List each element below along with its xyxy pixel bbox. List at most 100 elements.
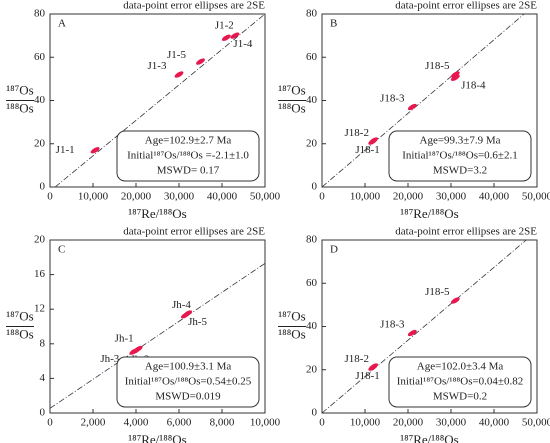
- y-tick-label: 0: [312, 407, 318, 419]
- x-tick-label: 10,000: [250, 417, 281, 429]
- error-ellipse: [230, 32, 240, 39]
- x-tick-label: 40,000: [207, 191, 238, 203]
- isochron-line: [321, 239, 527, 414]
- y-tick-label: 20: [34, 234, 46, 246]
- y-axis-label-numerator: ¹⁸⁷Os: [278, 308, 305, 323]
- isochron-line: [321, 13, 525, 188]
- y-tick-label: 40: [306, 94, 318, 106]
- y-tick-label: 4: [40, 372, 46, 384]
- y-tick-label: 80: [306, 8, 318, 20]
- y-axis-label-denominator: ¹⁸⁸Os: [278, 326, 305, 341]
- point-label: J18-5: [425, 286, 450, 298]
- point-label: Jh-1: [115, 333, 134, 345]
- stats-box: [388, 356, 532, 408]
- x-tick-label: 20,000: [393, 191, 424, 203]
- x-tick-label: 10,000: [78, 191, 109, 203]
- y-axis-label-numerator: ¹⁸⁷Os: [6, 82, 33, 97]
- x-tick-label: 0: [319, 417, 325, 429]
- x-tick-label: 0: [47, 417, 53, 429]
- error-ellipse: [174, 71, 184, 78]
- y-tick-label: 40: [34, 94, 46, 106]
- x-tick-label: 30,000: [436, 417, 467, 429]
- header: data-point error ellipses are 2SE: [395, 226, 537, 238]
- stats-line: Age=102.0±3.4 Ma: [417, 361, 504, 373]
- y-tick-label: 40: [306, 320, 318, 332]
- x-tick-label: 20,000: [121, 191, 152, 203]
- y-tick-label: 60: [306, 51, 318, 63]
- error-ellipse: [450, 74, 460, 81]
- y-tick-label: 80: [34, 8, 46, 20]
- y-axis-label-denominator: ¹⁸⁸Os: [278, 100, 305, 115]
- y-tick-label: 0: [40, 407, 46, 419]
- x-tick-label: 6,000: [167, 417, 192, 429]
- point-label: J18-3: [380, 93, 405, 105]
- x-tick-label: 50,000: [522, 417, 550, 429]
- y-tick-label: 20: [306, 137, 318, 149]
- error-ellipse: [407, 103, 417, 111]
- point-label: J1-2: [215, 19, 234, 31]
- stats-line: Initial¹⁸⁷Os/¹⁸⁸Os=0.04±0.82: [397, 376, 523, 388]
- x-tick-label: 40,000: [479, 417, 510, 429]
- stats-line: MSWD= 0.17: [157, 165, 220, 177]
- error-ellipse: [196, 58, 205, 65]
- y-tick-label: 80: [306, 234, 318, 246]
- x-tick-label: 30,000: [436, 191, 467, 203]
- error-ellipse: [450, 297, 460, 304]
- x-tick-label: 10,000: [350, 191, 381, 203]
- error-ellipse: [407, 329, 417, 337]
- isochron-line: [54, 13, 266, 188]
- y-tick-label: 20: [34, 137, 46, 149]
- point-label: J18-2: [345, 353, 369, 365]
- x-tick-label: 4,000: [124, 417, 149, 429]
- stats-line: MSWD=3.2: [433, 165, 487, 177]
- point-label: J1-1: [56, 144, 75, 156]
- x-tick-label: 0: [319, 191, 325, 203]
- stats-line: Initial¹⁸⁷Os/¹⁸⁸Os =-2.1±1.0: [127, 150, 249, 162]
- stats-box: [116, 356, 260, 408]
- y-tick-label: 0: [40, 181, 46, 193]
- header: data-point error ellipses are 2SE: [123, 226, 265, 238]
- point-label: J18-4: [461, 79, 486, 91]
- y-axis-label-denominator: ¹⁸⁸Os: [6, 100, 33, 115]
- x-axis-label: ¹⁸⁷Re/¹⁸⁸Os: [400, 206, 458, 221]
- y-tick-label: 20: [306, 363, 318, 375]
- panel-label: D: [330, 244, 338, 256]
- error-ellipse: [369, 137, 379, 144]
- error-ellipse: [90, 147, 100, 154]
- point-label: J1-5: [167, 49, 186, 61]
- stats-box: [388, 130, 532, 182]
- header: data-point error ellipses are 2SE: [395, 0, 537, 12]
- x-tick-label: 20,000: [393, 417, 424, 429]
- stats-line: MSWD=0.019: [155, 391, 221, 403]
- error-ellipse: [131, 347, 141, 354]
- x-tick-label: 50,000: [522, 191, 550, 203]
- y-tick-label: 60: [34, 51, 46, 63]
- point-label: J18-1: [355, 144, 379, 156]
- point-label: J18-5: [425, 60, 450, 72]
- y-tick-label: 0: [312, 181, 318, 193]
- error-ellipse: [369, 363, 379, 370]
- isochron-line: [49, 263, 266, 409]
- stats-line: Age=99.3±7.9 Ma: [420, 135, 501, 147]
- y-tick-label: 16: [34, 268, 46, 280]
- y-axis-label-numerator: ¹⁸⁷Os: [6, 308, 33, 323]
- point-label: Jh-5: [188, 316, 207, 328]
- point-label: J1-4: [233, 38, 252, 50]
- panel-label: C: [58, 244, 65, 256]
- stats-line: Initial¹⁸⁷Os/¹⁸⁸Os=0.6±2.1: [402, 150, 517, 162]
- x-tick-label: 40,000: [479, 191, 510, 203]
- point-label: J18-1: [355, 370, 379, 382]
- error-ellipse: [183, 310, 193, 317]
- panel-label: B: [330, 18, 337, 30]
- x-axis-label: ¹⁸⁷Re/¹⁸⁸Os: [128, 432, 186, 443]
- x-tick-label: 30,000: [164, 191, 195, 203]
- y-tick-label: 8: [40, 337, 46, 349]
- x-tick-label: 2,000: [81, 417, 106, 429]
- point-label: Jh-3: [100, 353, 119, 365]
- panel-label: A: [58, 18, 66, 30]
- y-axis-label-denominator: ¹⁸⁸Os: [6, 326, 33, 341]
- error-ellipse: [221, 34, 231, 41]
- y-tick-label: 60: [306, 277, 318, 289]
- point-label: J1-3: [148, 60, 167, 72]
